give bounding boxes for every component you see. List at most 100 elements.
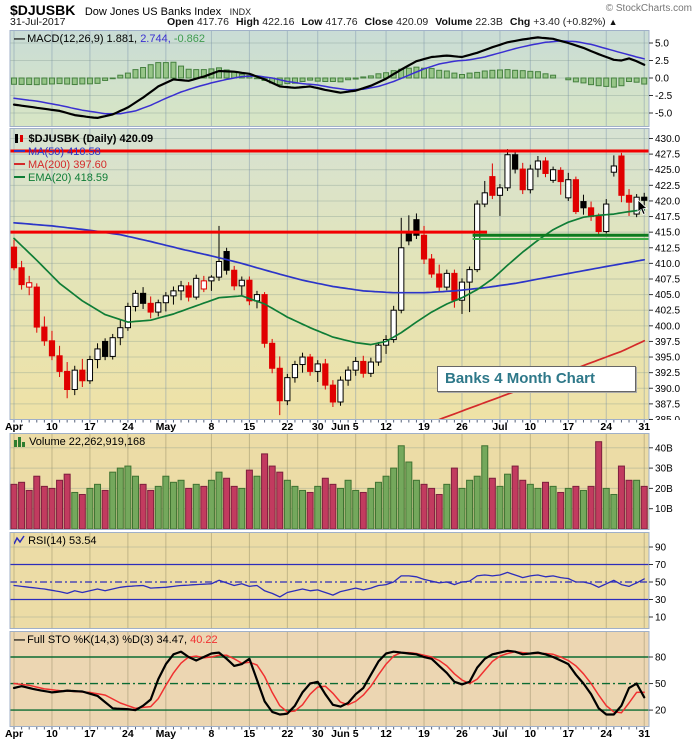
- stochastic-label: — Full STO %K(14,3) %D(3) 34.47, 40.22: [14, 634, 218, 646]
- svg-text:20B: 20B: [655, 484, 673, 495]
- svg-text:397.5: 397.5: [655, 337, 680, 348]
- stockcharts-credit: © StockCharts.com: [605, 3, 692, 14]
- svg-text:50: 50: [655, 578, 667, 589]
- title-row: $DJUSBK Dow Jones US Banks Index INDX: [10, 2, 251, 20]
- x-axis-day-label: 5: [352, 421, 359, 433]
- x-axis-day-label: 24: [122, 728, 134, 740]
- x-axis-day-label: 24: [600, 728, 613, 740]
- svg-text:387.5: 387.5: [655, 399, 680, 410]
- svg-text:427.5: 427.5: [655, 150, 680, 161]
- svg-text:30: 30: [655, 595, 667, 606]
- svg-text:400.0: 400.0: [655, 321, 680, 332]
- annotation-box: Banks 4 Month Chart: [437, 366, 636, 392]
- x-axis-month-label: Jun: [331, 728, 350, 740]
- x-axis-day-label: 17: [562, 728, 575, 740]
- x-axis-month-label: Jun: [331, 421, 350, 433]
- x-axis-day-label: 26: [456, 728, 468, 740]
- svg-text:30B: 30B: [655, 464, 673, 475]
- svg-text:425.0: 425.0: [655, 165, 680, 176]
- svg-text:390.0: 390.0: [655, 384, 680, 395]
- svg-text:417.5: 417.5: [655, 212, 680, 223]
- legend-ema20: EMA(20) 418.59: [14, 170, 153, 184]
- x-axis-day-label: 8: [208, 728, 215, 740]
- rsi-panel-background: [10, 532, 649, 629]
- svg-text:80: 80: [655, 653, 667, 664]
- sto-line-icon: —: [14, 634, 25, 646]
- quote-date: 31-Jul-2017: [10, 16, 66, 28]
- legend-ma50: MA(50) 410.58: [14, 144, 153, 158]
- price-panel: 430.0 427.5 425.0 422.5 420.0 417.5 415.0 412.5…: [9, 128, 680, 420]
- quote-field-high: High 422.16: [235, 16, 295, 28]
- rsi-zigzag-icon: [13, 535, 25, 545]
- ma200-line-icon: [14, 162, 25, 165]
- macd-label: — MACD(12,26,9) 1.881, 2.744, -0.862: [14, 33, 206, 45]
- svg-text:385.0: 385.0: [655, 415, 680, 420]
- macd-line-icon: —: [14, 33, 25, 45]
- svg-text:2.5: 2.5: [655, 56, 669, 67]
- macd-panel: 5.0 2.5 0.0 -2.5 -5.0: [9, 30, 673, 127]
- quote-field-open: Open 417.76: [167, 16, 229, 28]
- x-axis-day-label: 24: [600, 421, 613, 433]
- svg-text:402.5: 402.5: [655, 306, 680, 317]
- ohlc-fields: Open 417.76 High 422.16 Low 417.76 Close 420.09…: [160, 16, 606, 28]
- ticker-symbol: $DJUSBK: [10, 2, 76, 18]
- price-legend: $DJUSBK (Daily) 420.09 MA(50) 410.58 MA(…: [14, 131, 153, 184]
- rsi-panel: 90 70 50 30 10: [9, 532, 667, 629]
- up-arrow-icon: ▲: [608, 17, 618, 27]
- svg-text:395.0: 395.0: [655, 353, 680, 364]
- x-axis-month-label: Jul: [492, 421, 508, 433]
- svg-text:-5.0: -5.0: [655, 109, 673, 120]
- x-axis-day-label: 22: [281, 728, 294, 740]
- x-axis-day-label: 17: [84, 728, 96, 740]
- macd-panel-background: [10, 30, 649, 127]
- x-axis-day-label: 10: [46, 421, 58, 433]
- x-axis-day-label: 10: [46, 728, 58, 740]
- x-axis-month-label: Apr: [4, 728, 24, 740]
- svg-text:40B: 40B: [655, 443, 673, 454]
- index-name: Dow Jones US Banks Index: [84, 6, 222, 18]
- exchange-label: INDX: [229, 7, 252, 17]
- svg-text:0.0: 0.0: [655, 74, 669, 85]
- x-axis-day-label: 19: [418, 728, 430, 740]
- x-axis-month-label: Apr: [4, 421, 24, 433]
- svg-text:20: 20: [655, 706, 667, 717]
- svg-text:405.0: 405.0: [655, 290, 680, 301]
- x-axis-day-label: 30: [311, 421, 324, 433]
- x-axis-day-label: 10: [524, 421, 537, 433]
- quote-field-low: Low 417.76: [301, 16, 358, 28]
- svg-text:50: 50: [655, 679, 667, 690]
- svg-text:420.0: 420.0: [655, 196, 680, 207]
- svg-text:90: 90: [655, 543, 667, 554]
- day-tick-marks: [13, 420, 645, 423]
- x-axis-month-label: May: [155, 728, 177, 740]
- svg-text:407.5: 407.5: [655, 274, 680, 285]
- x-axis-day-label: 5: [352, 728, 359, 740]
- volume-bars-icon: [14, 437, 25, 447]
- svg-text:415.0: 415.0: [655, 228, 680, 239]
- candlestick-icon: [15, 134, 23, 143]
- x-axis-day-label: 24: [122, 421, 134, 433]
- svg-text:5.0: 5.0: [655, 39, 669, 50]
- x-axis-day-label: 8: [208, 421, 215, 433]
- x-axis-day-label: 10: [524, 728, 537, 740]
- svg-text:412.5: 412.5: [655, 243, 680, 254]
- stochastic-panel: 80 50 20: [9, 631, 667, 727]
- chart-header: $DJUSBK Dow Jones US Banks Index INDX © …: [0, 0, 700, 29]
- x-axis-day-label: 15: [243, 728, 256, 740]
- x-axis-bottom: Apr 10 17 24 May 8 15 22 30 Jun 5 12 19 26 Jul 10 17 24 31: [0, 727, 700, 740]
- x-axis-day-label: 30: [311, 728, 324, 740]
- ema20-line-icon: [14, 175, 25, 178]
- svg-text:70: 70: [655, 560, 667, 571]
- svg-text:10B: 10B: [655, 504, 673, 515]
- quote-field-volume: Volume 22.3B: [435, 16, 503, 28]
- svg-text:-2.5: -2.5: [655, 91, 673, 102]
- legend-symbol-row: $DJUSBK (Daily) 420.09: [14, 131, 153, 145]
- x-axis-day-label: 17: [562, 421, 575, 433]
- volume-label: Volume 22,262,919,168: [14, 436, 145, 448]
- x-axis-main: Apr 10 17 24 May 8 15 22 30 Jun 5 12 19 26 Jul 10 17 24 31: [0, 420, 700, 433]
- quote-field-close: Close 420.09: [364, 16, 429, 28]
- stochastic-panel-background: [10, 631, 649, 727]
- quote-row: 31-Jul-2017 Open 417.76 High 422.16 Low 417.76…: [10, 16, 618, 28]
- x-axis-day-label: 31: [638, 728, 651, 740]
